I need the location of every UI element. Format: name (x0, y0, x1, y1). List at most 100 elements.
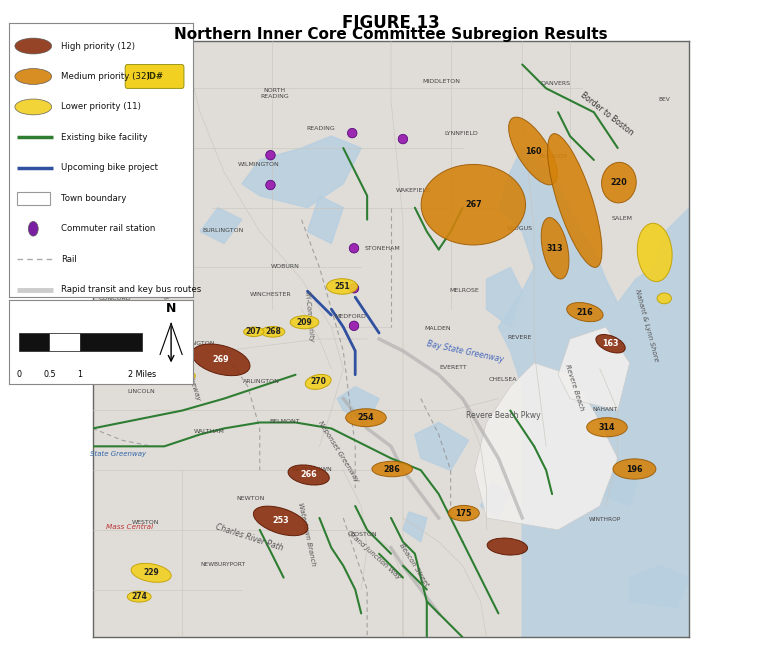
Circle shape (350, 243, 359, 253)
Text: 266: 266 (300, 470, 317, 479)
Text: BELMONT: BELMONT (270, 419, 300, 424)
Text: 229: 229 (143, 568, 159, 577)
Text: Mass Central: Mass Central (106, 524, 153, 530)
Ellipse shape (657, 293, 672, 304)
Polygon shape (558, 327, 630, 411)
Text: 0.5: 0.5 (43, 370, 56, 379)
Text: Rapid transit and key bus routes: Rapid transit and key bus routes (61, 285, 201, 294)
Polygon shape (498, 148, 689, 637)
Text: 0: 0 (16, 370, 21, 379)
Text: FIGURE 13: FIGURE 13 (343, 14, 439, 32)
Circle shape (266, 150, 275, 160)
Text: Medium priority (32): Medium priority (32) (61, 72, 149, 81)
Polygon shape (200, 208, 242, 243)
Text: Existing bike facility: Existing bike facility (61, 133, 147, 142)
Circle shape (347, 128, 357, 138)
Text: Nahant & Lynn Shore: Nahant & Lynn Shore (633, 289, 659, 362)
Text: BEDFORD: BEDFORD (126, 206, 157, 212)
Text: Revere Beach Pkwy: Revere Beach Pkwy (466, 411, 540, 420)
Text: 1: 1 (77, 370, 83, 379)
Circle shape (266, 180, 275, 190)
Polygon shape (152, 255, 176, 279)
Text: 286: 286 (384, 464, 400, 473)
Polygon shape (630, 566, 689, 608)
Text: LINCOLN: LINCOLN (127, 389, 156, 394)
Text: State Greenway: State Greenway (90, 450, 145, 457)
Text: 216: 216 (576, 308, 594, 317)
Circle shape (398, 134, 407, 144)
Ellipse shape (637, 223, 673, 282)
Text: BURLINGTON: BURLINGTON (202, 228, 243, 233)
Text: WILMINGTON: WILMINGTON (238, 163, 279, 167)
Text: Commuter rail station: Commuter rail station (61, 224, 155, 233)
Text: Northern Inner Core Committee Subregion Results: Northern Inner Core Committee Subregion … (174, 27, 608, 42)
Bar (49, 333, 80, 351)
Text: Bay State Greenway: Bay State Greenway (426, 339, 504, 364)
Text: SALEM: SALEM (612, 216, 633, 221)
FancyBboxPatch shape (125, 64, 184, 88)
Bar (19, 333, 49, 351)
Text: ID#: ID# (146, 72, 163, 81)
Text: CHELSEA: CHELSEA (489, 377, 518, 382)
Polygon shape (337, 387, 379, 422)
Text: WESTON: WESTON (131, 521, 159, 525)
Text: DANVERS: DANVERS (540, 81, 570, 86)
Text: Grand Junction Way: Grand Junction Way (346, 530, 402, 580)
Ellipse shape (327, 279, 357, 294)
Text: 313: 313 (547, 244, 563, 253)
Text: STONEHAM: STONEHAM (364, 246, 400, 251)
Text: Neponset Greenway: Neponset Greenway (317, 419, 360, 483)
Ellipse shape (346, 409, 386, 426)
Text: 175: 175 (456, 509, 472, 518)
Ellipse shape (613, 459, 656, 479)
Text: BEV: BEV (658, 97, 670, 102)
Text: REVERE: REVERE (507, 335, 532, 341)
Ellipse shape (15, 68, 52, 84)
Text: ARLINGTON: ARLINGTON (242, 379, 279, 384)
Text: Charles River Path: Charles River Path (214, 522, 284, 552)
Polygon shape (403, 512, 427, 542)
Text: SAUGUS: SAUGUS (506, 226, 533, 231)
Ellipse shape (586, 418, 627, 437)
Polygon shape (307, 196, 343, 243)
Ellipse shape (567, 303, 603, 322)
Ellipse shape (596, 335, 626, 353)
Ellipse shape (305, 374, 331, 390)
Polygon shape (486, 268, 522, 327)
Text: PEABODY: PEABODY (539, 154, 568, 159)
Bar (80, 333, 142, 351)
Text: CONCORD: CONCORD (99, 296, 131, 301)
Text: WOBURN: WOBURN (271, 264, 300, 269)
Text: Rail: Rail (61, 255, 77, 264)
Text: Beacon Street: Beacon Street (398, 542, 429, 587)
Polygon shape (594, 458, 641, 506)
Polygon shape (415, 422, 468, 470)
Ellipse shape (171, 371, 196, 381)
Ellipse shape (15, 99, 52, 115)
Text: 274: 274 (131, 592, 147, 601)
Circle shape (350, 283, 359, 293)
Polygon shape (480, 482, 511, 518)
Polygon shape (242, 136, 361, 208)
Ellipse shape (601, 163, 637, 203)
Text: MEDFORD: MEDFORD (335, 313, 367, 319)
Text: 220: 220 (611, 178, 627, 187)
Ellipse shape (487, 538, 528, 555)
Text: 2 Miles: 2 Miles (127, 370, 156, 379)
Ellipse shape (127, 364, 151, 375)
Text: 207: 207 (246, 327, 262, 336)
Text: NAHANT: NAHANT (592, 407, 617, 412)
Text: 163: 163 (602, 339, 619, 348)
Text: NEWBURYPORT: NEWBURYPORT (200, 562, 246, 567)
Text: High priority (12): High priority (12) (61, 41, 135, 50)
Text: 265: 265 (176, 372, 191, 381)
Text: 196: 196 (626, 464, 643, 473)
Bar (16, 192, 50, 205)
Ellipse shape (288, 465, 329, 485)
Text: Revere Beach: Revere Beach (565, 364, 585, 412)
Text: Watertown Branch: Watertown Branch (296, 502, 316, 567)
Text: READING: READING (307, 126, 335, 132)
Ellipse shape (547, 134, 602, 268)
Text: MIDDLETON: MIDDLETON (423, 79, 461, 84)
Text: NEWTON: NEWTON (237, 497, 265, 501)
